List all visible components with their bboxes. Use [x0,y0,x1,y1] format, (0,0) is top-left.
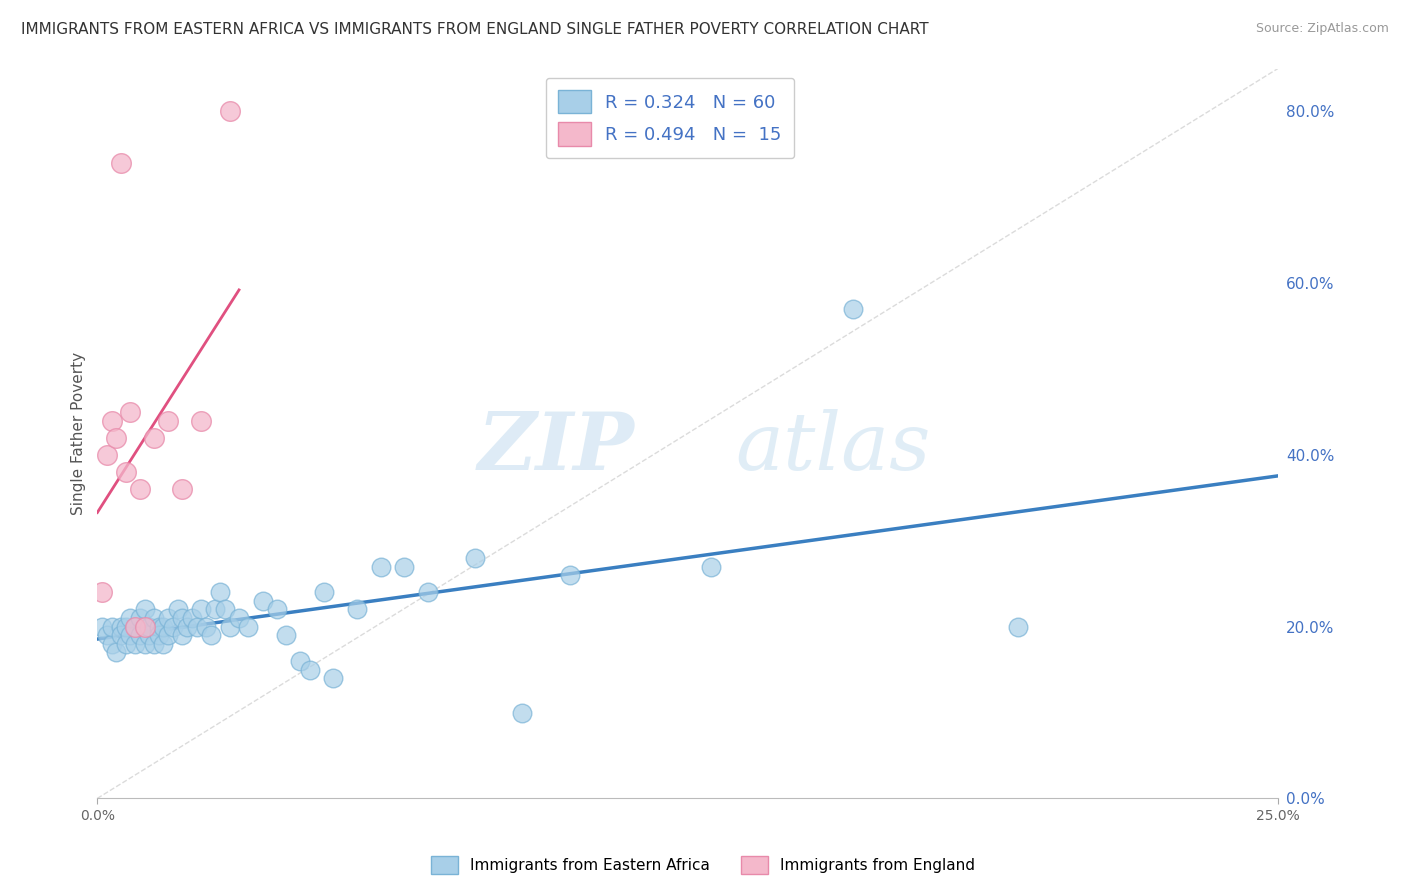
Point [100,637,122,651]
Point [190,602,212,616]
Point [190,413,212,427]
Point [194,620,217,634]
Point [312,585,335,599]
Point [148,628,170,642]
Point [120,628,142,642]
Point [105,431,128,445]
Point [128,628,150,642]
Point [1007,620,1029,634]
Point [252,594,274,608]
Point [370,559,392,574]
Point [200,628,222,642]
Text: atlas: atlas [735,409,931,487]
Point [138,628,160,642]
Point [110,628,132,642]
Point [114,465,136,479]
Point [322,671,344,685]
Point [100,620,122,634]
Point [134,620,156,634]
Point [157,611,180,625]
Text: IMMIGRANTS FROM EASTERN AFRICA VS IMMIGRANTS FROM ENGLAND SINGLE FATHER POVERTY : IMMIGRANTS FROM EASTERN AFRICA VS IMMIGR… [21,22,929,37]
Point [143,637,166,651]
Point [228,611,250,625]
Point [91,585,114,599]
Point [700,559,723,574]
Point [134,602,156,616]
Point [218,104,240,119]
Point [162,620,184,634]
Point [238,620,260,634]
Point [128,611,150,625]
Y-axis label: Single Father Poverty: Single Father Poverty [72,351,86,515]
Point [110,156,132,170]
Point [298,663,321,677]
Point [394,559,416,574]
Point [143,431,166,445]
Point [180,611,202,625]
Point [124,637,146,651]
Point [204,602,226,616]
Point [209,585,232,599]
Point [558,568,581,582]
Point [120,611,142,625]
Point [842,301,865,316]
Point [464,551,486,566]
Point [512,706,534,720]
Point [134,637,156,651]
Point [152,637,174,651]
Point [148,620,170,634]
Point [138,620,160,634]
Point [124,620,146,634]
Point [152,620,174,634]
Point [157,628,180,642]
Point [172,628,194,642]
Point [114,637,136,651]
Point [214,602,236,616]
Point [124,620,146,634]
Point [172,611,194,625]
Point [346,602,368,616]
Point [290,654,312,668]
Point [120,405,142,419]
Text: Source: ZipAtlas.com: Source: ZipAtlas.com [1256,22,1389,36]
Point [166,602,188,616]
Point [266,602,288,616]
Point [128,482,150,496]
Point [91,620,114,634]
Point [143,611,166,625]
Point [157,413,180,427]
Point [110,620,132,634]
Point [96,448,118,462]
Point [416,585,439,599]
Text: ZIP: ZIP [478,409,634,487]
Legend: R = 0.324   N = 60, R = 0.494   N =  15: R = 0.324 N = 60, R = 0.494 N = 15 [546,78,794,158]
Point [276,628,298,642]
Point [176,620,198,634]
Legend: Immigrants from Eastern Africa, Immigrants from England: Immigrants from Eastern Africa, Immigran… [425,850,981,880]
Point [105,645,128,659]
Point [186,620,208,634]
Point [96,628,118,642]
Point [172,482,194,496]
Point [100,413,122,427]
Point [218,620,240,634]
Point [114,620,136,634]
